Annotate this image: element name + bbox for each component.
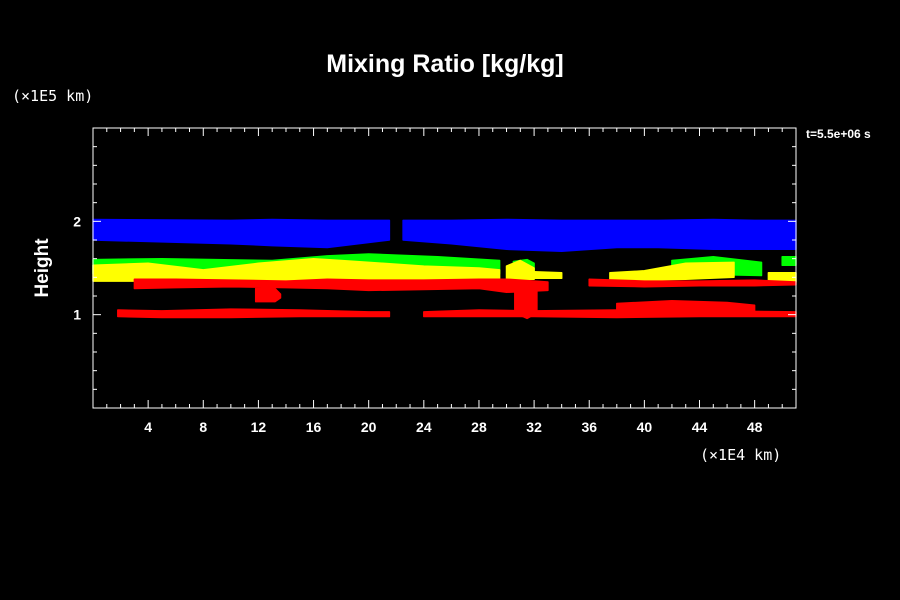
x-tick-label: 44 xyxy=(692,419,708,435)
x-axis-unit: (×1E4 km) xyxy=(700,446,781,464)
mixing-ratio-region-0-0 xyxy=(92,218,391,249)
x-tick-label: 32 xyxy=(526,419,542,435)
y-axis-label: Height xyxy=(32,238,53,298)
mixing-ratio-region-3-3 xyxy=(588,278,797,288)
chart-title: Mixing Ratio [kg/kg] xyxy=(326,50,564,78)
x-tick-label: 12 xyxy=(251,419,267,435)
x-tick-label: 4 xyxy=(144,419,152,435)
x-tick-label: 20 xyxy=(361,419,377,435)
x-tick-label: 40 xyxy=(637,419,653,435)
x-tick-label: 16 xyxy=(306,419,322,435)
time-label: t=5.5e+06 s xyxy=(806,127,871,141)
mixing-ratio-region-0-1 xyxy=(402,218,797,252)
x-tick-label: 48 xyxy=(747,419,763,435)
mixing-ratio-region-3-0 xyxy=(133,278,549,294)
y-tick-label: 1 xyxy=(73,307,81,323)
mixing-ratio-region-3-6 xyxy=(423,309,797,319)
x-tick-label: 36 xyxy=(581,419,597,435)
mixing-ratio-region-2-3 xyxy=(609,261,735,281)
x-tick-label: 8 xyxy=(199,419,207,435)
axes-frame xyxy=(92,127,797,409)
mixing-ratio-region-1-3 xyxy=(781,256,797,266)
y-tick-label: 2 xyxy=(73,213,81,229)
mixing-ratio-region-3-1 xyxy=(254,287,282,303)
x-tick-label: 28 xyxy=(471,419,487,435)
mixing-ratio-region-3-5 xyxy=(117,308,391,319)
y-axis-unit: (×1E5 km) xyxy=(12,87,93,105)
x-tick-label: 24 xyxy=(416,419,432,435)
mixing-ratio-region-2-2 xyxy=(533,270,563,280)
